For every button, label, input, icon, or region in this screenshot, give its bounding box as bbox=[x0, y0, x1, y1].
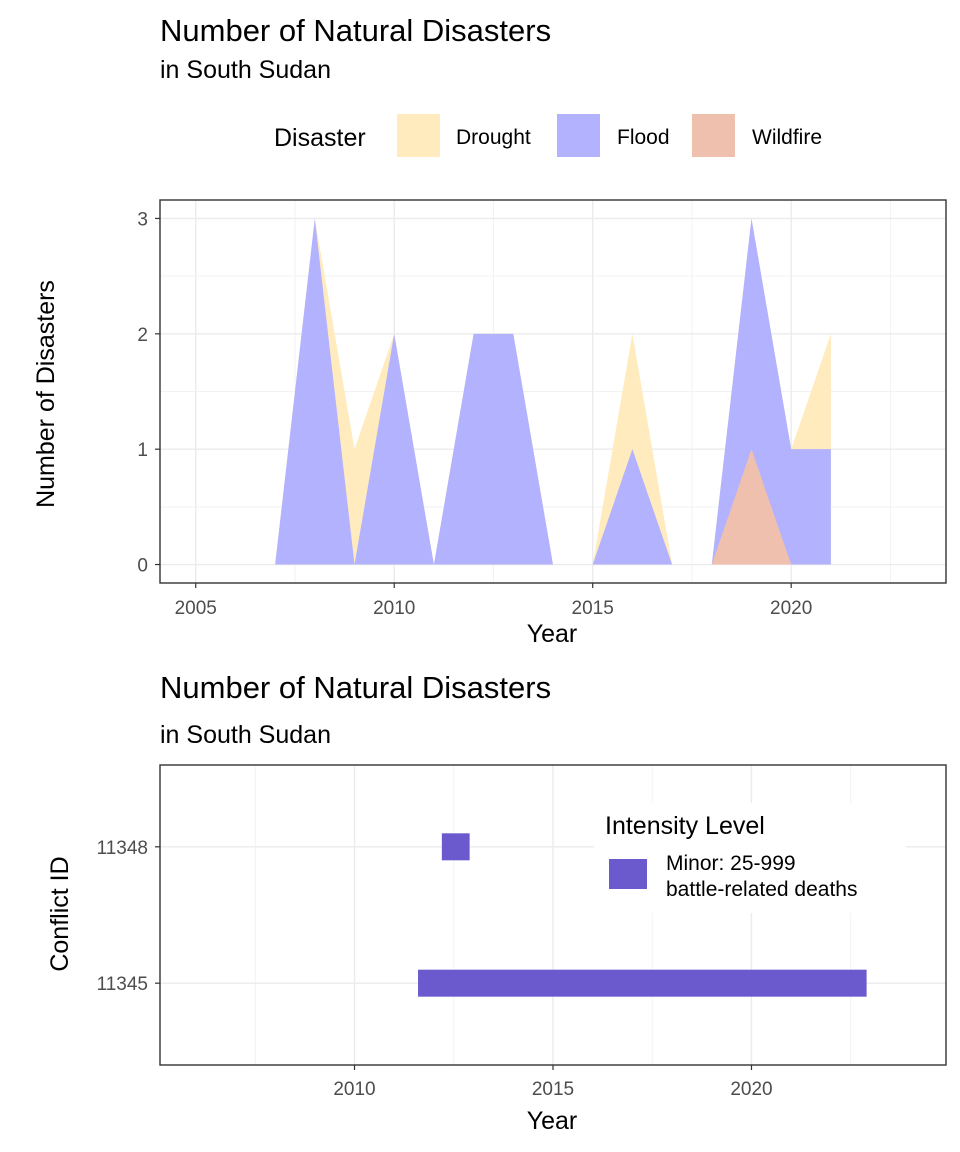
conflict-legend-background bbox=[594, 803, 906, 913]
flood-area bbox=[275, 218, 831, 565]
conflict-chart-subtitle: in South Sudan bbox=[160, 721, 331, 749]
disaster-plot-area: 2005 2010 2015 2020 0 1 2 3 bbox=[137, 199, 947, 619]
conflict-chart-title: Number of Natural Disasters bbox=[160, 670, 551, 705]
conflict-y-tick-label: 11348 bbox=[97, 838, 148, 859]
disaster-y-tick-label: 1 bbox=[137, 440, 148, 461]
conflict-legend-title: Intensity Level bbox=[605, 812, 765, 840]
conflict-bar-11345 bbox=[418, 969, 867, 997]
wildfire-legend-key bbox=[692, 114, 735, 157]
disaster-chart-title: Number of Natural Disasters bbox=[160, 13, 551, 48]
disaster-panel-border bbox=[159, 199, 947, 584]
disaster-legend-title: Disaster bbox=[274, 124, 366, 152]
disaster-x-tick-label: 2015 bbox=[572, 598, 614, 619]
disaster-x-tick-label: 2010 bbox=[373, 598, 415, 619]
disaster-y-axis-title: Number of Disasters bbox=[32, 280, 60, 508]
minor-legend-label-line2: battle-related deaths bbox=[666, 878, 857, 901]
disaster-chart: Number of Natural Disasters in South Sud… bbox=[32, 13, 947, 648]
conflict-y-axis-title: Conflict ID bbox=[46, 856, 74, 971]
conflict-x-axis-title: Year bbox=[527, 1107, 578, 1135]
conflict-legend: Intensity Level Minor: 25-999 battle-rel… bbox=[594, 803, 906, 913]
disaster-y-tick-label: 0 bbox=[137, 556, 148, 577]
disaster-x-tick-label: 2005 bbox=[175, 598, 217, 619]
conflict-x-tick-label: 2010 bbox=[333, 1079, 375, 1100]
disaster-y-tick-label: 2 bbox=[137, 325, 148, 346]
conflict-x-tick-label: 2015 bbox=[532, 1079, 574, 1100]
disaster-legend: Disaster Drought Flood Wildfire bbox=[274, 114, 822, 157]
conflict-x-tick-label: 2020 bbox=[730, 1079, 772, 1100]
conflict-y-tick-label: 11345 bbox=[97, 974, 148, 995]
disaster-y-tick-label: 3 bbox=[137, 209, 148, 230]
disaster-x-axis-title: Year bbox=[527, 620, 578, 648]
drought-legend-key bbox=[397, 114, 440, 157]
drought-legend-label: Drought bbox=[456, 126, 531, 149]
flood-legend-key bbox=[557, 114, 600, 157]
disaster-chart-subtitle: in South Sudan bbox=[160, 56, 331, 84]
disaster-x-tick-label: 2020 bbox=[770, 598, 812, 619]
wildfire-legend-label: Wildfire bbox=[752, 126, 822, 149]
minor-legend-key bbox=[609, 859, 647, 889]
wildfire-area bbox=[711, 449, 792, 565]
conflict-chart: Number of Natural Disasters in South Sud… bbox=[46, 670, 947, 1135]
flood-legend-label: Flood bbox=[617, 126, 670, 149]
minor-legend-label-line1: Minor: 25-999 bbox=[666, 852, 796, 875]
conflict-bar-11348 bbox=[441, 833, 470, 861]
